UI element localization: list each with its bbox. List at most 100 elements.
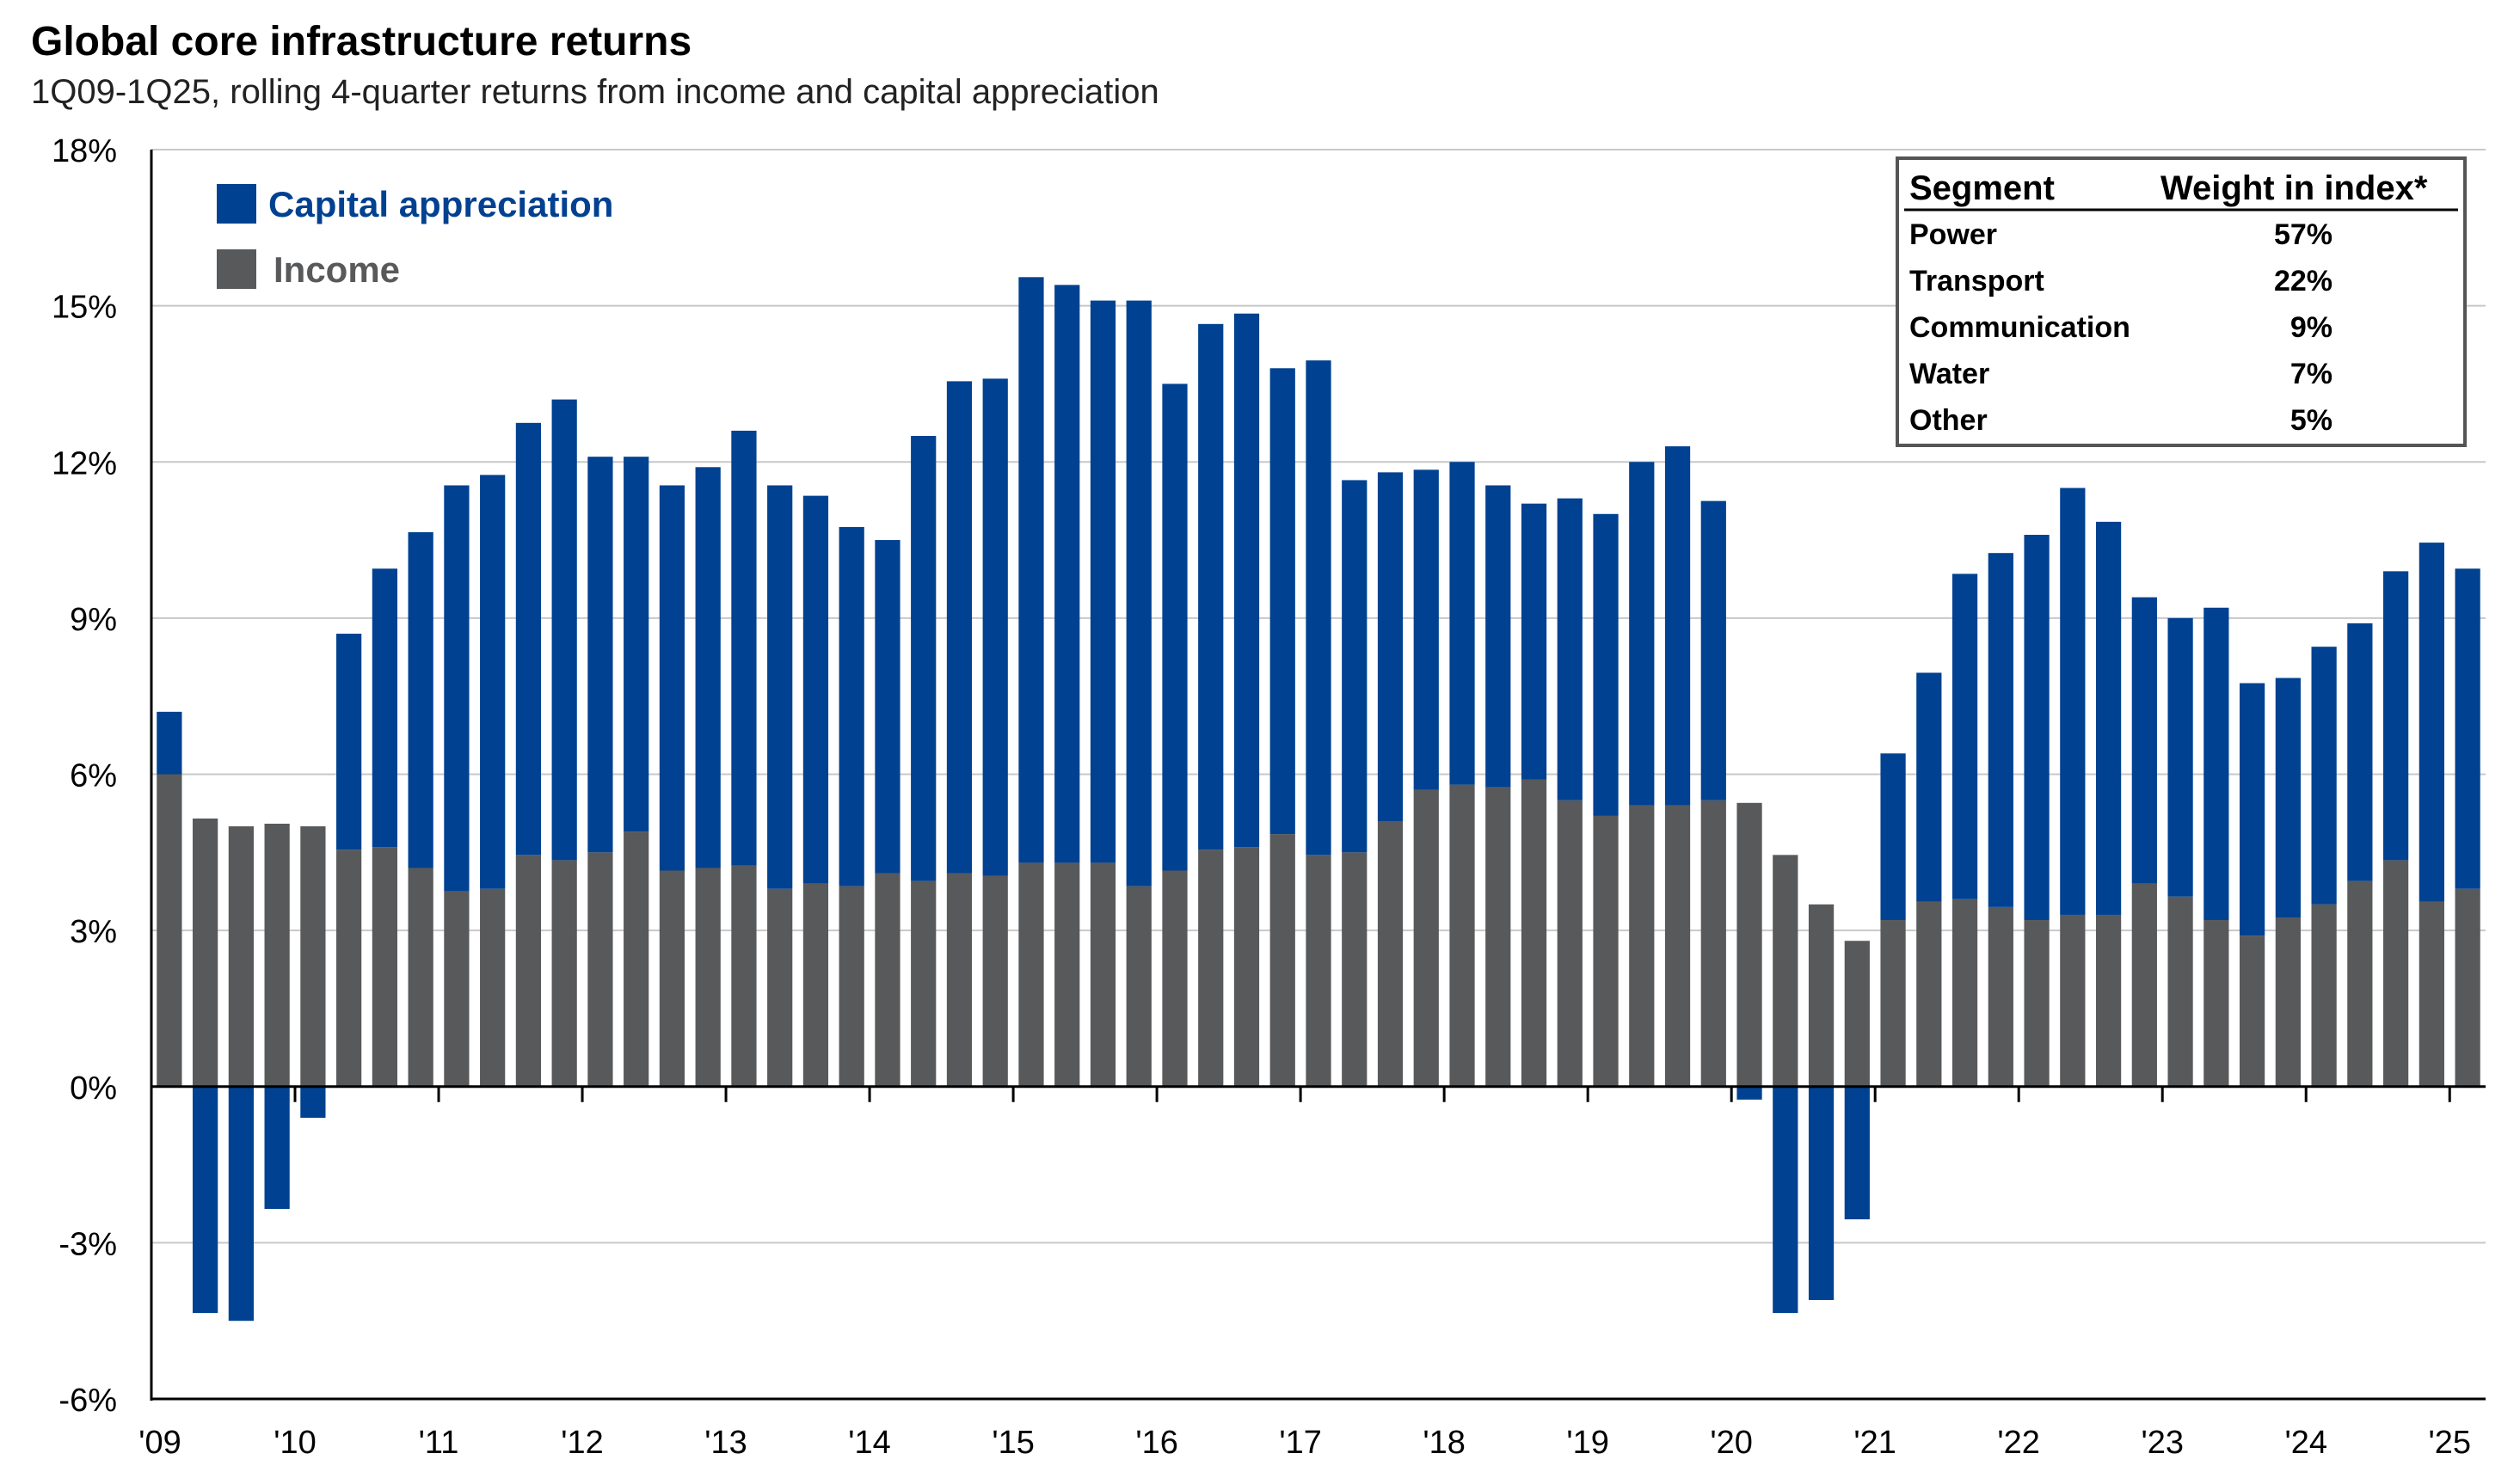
income-bar <box>2131 883 2157 1087</box>
income-bar <box>1485 787 1511 1087</box>
income-bar <box>1233 847 1260 1087</box>
capital-appreciation-bar <box>1844 1086 1870 1220</box>
capital-appreciation-bar <box>193 1086 218 1314</box>
income-bar <box>2419 901 2444 1087</box>
income-bar <box>624 831 649 1087</box>
table-header-weight: Weight in index* <box>2160 169 2428 207</box>
x-axis-ticks: '09 '10 '11 '12 '13 '14 '15 '16 '17 '18 '19 '20 '21 '… <box>138 1425 2471 1461</box>
capital-appreciation-bar <box>1736 1086 1762 1100</box>
x-tick-label: '23 <box>2141 1425 2184 1461</box>
x-tick-label: '24 <box>2284 1425 2327 1461</box>
capital-appreciation-bar <box>1269 368 1295 835</box>
income-bar <box>1808 904 1835 1087</box>
capital-appreciation-bar <box>1090 300 1116 863</box>
capital-appreciation-bar <box>264 1086 290 1210</box>
capital-appreciation-bar <box>2455 568 2480 889</box>
income-bar <box>587 852 613 1087</box>
table-cell-weight: 5% <box>2290 404 2333 437</box>
capital-appreciation-bar <box>1449 462 1475 785</box>
income-bar <box>1736 802 1762 1087</box>
income-bar <box>2203 920 2229 1087</box>
capital-appreciation-bar <box>1773 1086 1798 1314</box>
table-cell-weight: 7% <box>2290 358 2333 390</box>
income-bar <box>1198 849 1224 1087</box>
income-bar <box>1054 862 1080 1087</box>
y-tick-label: 0% <box>70 1070 117 1107</box>
capital-appreciation-bar <box>1916 672 1942 902</box>
capital-appreciation-bar <box>2347 623 2373 881</box>
income-bar <box>802 883 829 1087</box>
income-bar <box>1844 941 1870 1087</box>
legend-label-income: Income <box>274 249 400 290</box>
income-bar <box>1664 805 1691 1087</box>
capital-appreciation-bar <box>1018 277 1044 863</box>
income-bar <box>193 818 218 1087</box>
capital-appreciation-bar <box>1880 753 1906 921</box>
legend-swatch-capital <box>217 184 256 224</box>
capital-appreciation-bar <box>982 378 1008 876</box>
income-bar <box>982 875 1008 1087</box>
capital-appreciation-bar <box>2275 678 2301 917</box>
axes <box>150 150 2486 1401</box>
y-tick-label: 18% <box>52 133 117 169</box>
income-bar <box>1090 862 1116 1087</box>
income-bar <box>444 891 470 1087</box>
capital-appreciation-bar <box>695 467 721 868</box>
capital-appreciation-bar <box>551 399 577 861</box>
table-border <box>1896 156 2467 447</box>
income-bar <box>1951 899 1978 1087</box>
income-bar <box>946 873 973 1087</box>
income-bar <box>157 774 182 1087</box>
y-tick-label: 9% <box>70 602 117 638</box>
capital-appreciation-bar <box>1162 383 1188 871</box>
x-tick-label: '16 <box>1135 1425 1178 1461</box>
capital-appreciation-series <box>157 277 2480 1322</box>
x-tick-label: '12 <box>561 1425 604 1461</box>
income-bar <box>300 826 326 1087</box>
capital-appreciation-bar <box>515 422 542 856</box>
income-bar <box>911 880 937 1087</box>
capital-appreciation-bar <box>2131 597 2157 884</box>
table-cell-segment: Other <box>1909 404 1988 437</box>
capital-appreciation-bar <box>802 495 829 884</box>
capital-appreciation-bar <box>1593 513 1619 816</box>
y-tick-label: -3% <box>58 1226 117 1262</box>
income-bar <box>1126 886 1152 1087</box>
capital-appreciation-bar <box>731 430 757 866</box>
income-bar <box>767 888 793 1087</box>
y-axis-ticks: -6% -3% 0% 3% 6% 9% 12% 15% 18% <box>52 133 117 1419</box>
income-bar <box>1629 805 1655 1087</box>
capital-appreciation-bar <box>2024 535 2050 921</box>
y-tick-label: 3% <box>70 914 117 950</box>
income-bar <box>695 868 721 1087</box>
capital-appreciation-bar <box>1700 500 1726 800</box>
y-tick-label: 12% <box>52 445 117 481</box>
capital-appreciation-bar <box>875 540 900 874</box>
x-tick-label: '22 <box>1997 1425 2040 1461</box>
capital-appreciation-bar <box>1126 300 1152 886</box>
income-bar <box>408 868 433 1087</box>
x-tick-label: '11 <box>419 1425 459 1461</box>
capital-appreciation-bar <box>2419 543 2444 902</box>
capital-appreciation-bar <box>624 457 649 832</box>
income-bar <box>1269 834 1295 1087</box>
capital-appreciation-bar <box>408 531 433 868</box>
capital-appreciation-bar <box>2203 607 2229 921</box>
capital-appreciation-bar <box>157 711 182 775</box>
x-tick-label: '25 <box>2428 1425 2471 1461</box>
income-bar <box>1880 920 1906 1087</box>
x-tick-label: '19 <box>1566 1425 1609 1461</box>
capital-appreciation-bar <box>911 435 937 881</box>
capital-appreciation-bar <box>1413 469 1439 790</box>
income-bar <box>1449 784 1475 1087</box>
income-bar <box>2024 920 2050 1087</box>
income-bar <box>2060 914 2086 1087</box>
capital-appreciation-bar <box>2311 647 2337 905</box>
table-rows: Power 57% Transport 22% Communication 9% Water… <box>1909 218 2333 437</box>
x-tick-label: '09 <box>138 1425 181 1461</box>
income-series <box>157 774 2480 1087</box>
capital-appreciation-bar <box>336 634 362 850</box>
capital-appreciation-bar <box>2095 521 2122 915</box>
income-bar <box>551 860 577 1087</box>
capital-appreciation-bar <box>372 568 398 848</box>
